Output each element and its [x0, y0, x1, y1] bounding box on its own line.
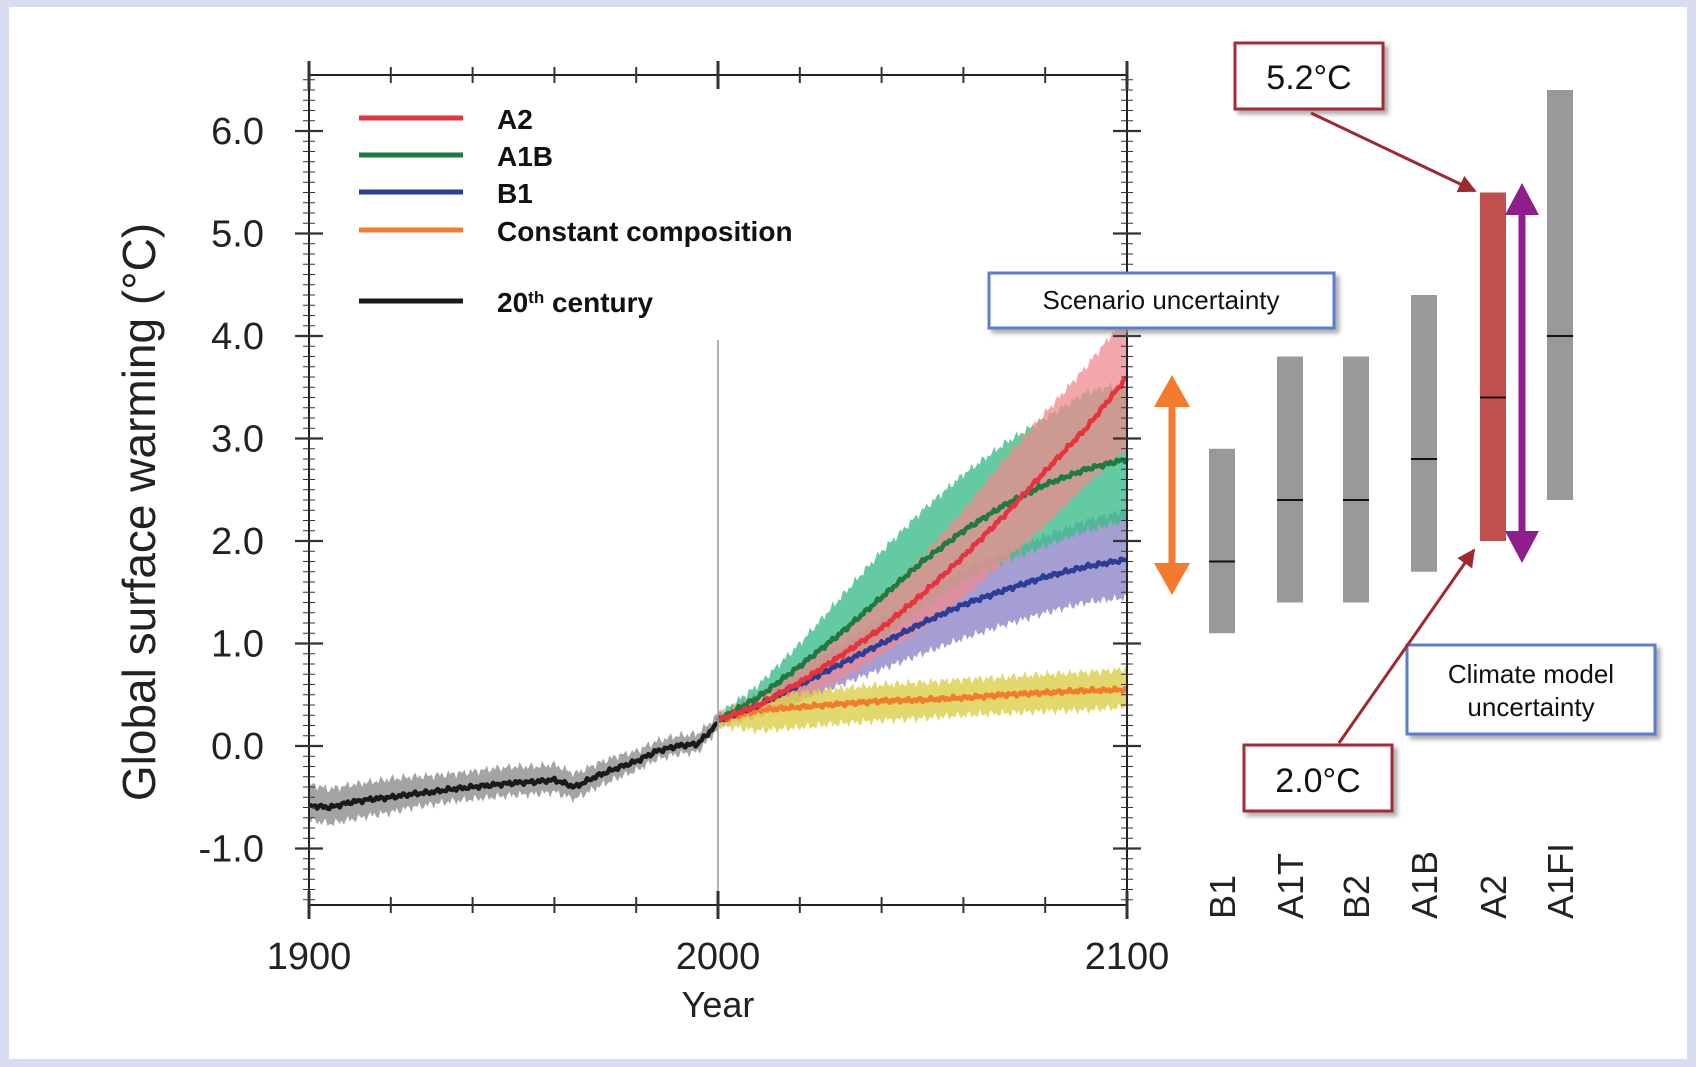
range-bar-label: A1B	[1404, 851, 1445, 919]
callout-box	[1233, 41, 1385, 111]
y-tick-label: 1.0	[211, 624, 264, 666]
range-bar-a1t: A1T	[1270, 356, 1311, 919]
callout-box	[1405, 643, 1657, 736]
x-tick-label: 2000	[676, 936, 761, 978]
series-lines	[308, 375, 1129, 812]
range-bar-a2: A2	[1473, 192, 1514, 919]
y-tick-label: 2.0	[211, 521, 264, 563]
callout-box	[1242, 743, 1394, 813]
callout-text: 5.2°C	[1266, 59, 1351, 97]
band-a2	[718, 315, 1127, 729]
line-a1b	[717, 457, 1129, 723]
scenario-range-bars: B1 A1T B2 A1B A2 A1FI	[1202, 90, 1581, 919]
range-bar-label: B1	[1202, 875, 1243, 919]
arrow-head-down	[1154, 563, 1190, 595]
arrow-head-up	[1154, 375, 1190, 407]
legend-label: Constant composition	[497, 216, 793, 247]
legend-label: 20th century	[497, 287, 654, 318]
range-bar	[1547, 90, 1573, 500]
range-bar-label: A1T	[1270, 853, 1311, 919]
range-bar	[1480, 192, 1506, 541]
y-tick-label: 4.0	[211, 316, 264, 358]
y-tick-label: 3.0	[211, 419, 264, 461]
line-20th-century	[308, 721, 719, 812]
legend-label: A1B	[497, 141, 553, 172]
legend-label: B1	[497, 178, 533, 209]
x-tick-label: 1900	[267, 936, 352, 978]
warming-chart: 6.0 5.0 4.0 3.0 2.0 1.0 0.0 -1.0 1900 2000 2100 Yea…	[113, 41, 1657, 1025]
range-bar-label: A1FI	[1540, 843, 1581, 919]
y-tick-label: 6.0	[211, 111, 264, 153]
y-axis-label: Global surface warming (°C)	[113, 223, 165, 801]
range-bar	[1209, 448, 1235, 634]
range-bar-a1b: A1B	[1404, 295, 1445, 919]
callout-text-line: uncertainty	[1467, 692, 1594, 722]
y-tick-label: 0.0	[211, 726, 264, 768]
line-constant-composition	[716, 685, 1129, 723]
arrow-head-down	[1505, 531, 1539, 563]
y-tick-label: 5.0	[211, 214, 264, 256]
low-value-callout: 2.0°C	[1242, 743, 1394, 813]
range-bar-label: A2	[1473, 875, 1514, 919]
annotations: Scenario uncertainty Climate modeluncerta…	[987, 41, 1657, 813]
legend-item-20th-century: 20th century	[359, 287, 654, 318]
callout-text: Scenario uncertainty	[1042, 285, 1279, 315]
x-tick-label: 2100	[1085, 936, 1170, 978]
range-bar	[1277, 356, 1303, 603]
model-uncertainty-arrow	[1505, 183, 1539, 563]
y-tick-label: -1.0	[199, 829, 264, 871]
x-axis-label: Year	[682, 984, 755, 1025]
range-bar-b2: B2	[1336, 356, 1377, 919]
figure-frame: 6.0 5.0 4.0 3.0 2.0 1.0 0.0 -1.0 1900 2000 2100 Yea…	[9, 7, 1687, 1059]
legend-item-a1b: A1B	[359, 141, 553, 172]
axes: 6.0 5.0 4.0 3.0 2.0 1.0 0.0 -1.0 1900 2000 2100 Yea…	[113, 61, 1169, 1025]
scenario-uncertainty-arrow	[1154, 375, 1190, 595]
range-bar	[1411, 295, 1437, 572]
range-bar-a1fi: A1FI	[1540, 90, 1581, 919]
legend-item-constant-composition: Constant composition	[359, 216, 793, 247]
band-20th-century	[309, 714, 718, 827]
legend-item-a2: A2	[359, 104, 533, 135]
range-bar	[1343, 356, 1369, 603]
legend-label: A2	[497, 104, 533, 135]
callout-text: 2.0°C	[1275, 762, 1360, 800]
callout-box	[987, 271, 1336, 330]
high-value-pointer	[1310, 111, 1477, 193]
arrow-head-up	[1505, 183, 1539, 215]
callout-text-line: Climate model	[1448, 659, 1614, 689]
range-bar-label: B2	[1336, 875, 1377, 919]
low-value-pointer	[1337, 548, 1476, 744]
range-bar-b1: B1	[1202, 448, 1243, 919]
high-value-callout: 5.2°C	[1233, 41, 1385, 111]
legend: A2 A1B B1 Constant composition 20th century	[359, 104, 793, 318]
scenario-uncertainty-callout: Scenario uncertainty	[987, 271, 1336, 330]
legend-item-b1: B1	[359, 178, 533, 209]
